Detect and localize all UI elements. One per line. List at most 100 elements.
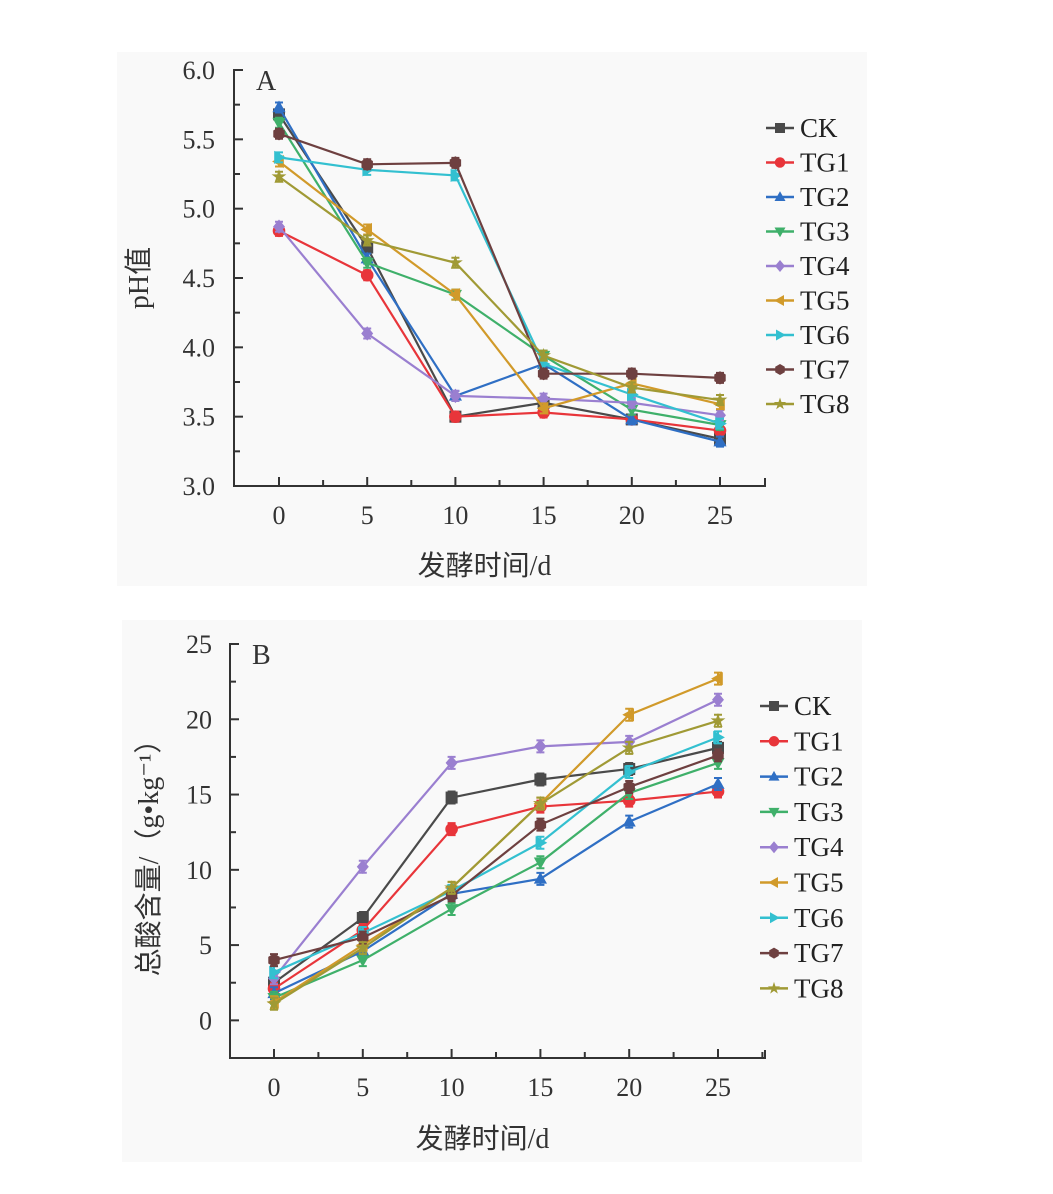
chart-b-legend-label: TG3 <box>794 797 844 827</box>
chart-b-legend-item-tg1: TG1 <box>760 726 844 756</box>
chart-b-xtick-label: 10 <box>439 1073 465 1102</box>
chart-a-ytick-label: 4.5 <box>183 264 216 293</box>
chart-b-point-tg8 <box>266 996 282 1011</box>
chart-b-point-tg2 <box>533 871 547 884</box>
chart-a-legend-marker <box>774 227 786 238</box>
chart-a-xlabel: 发酵时间/d <box>418 550 552 582</box>
chart-a-legend-marker <box>774 295 784 306</box>
chart-b-point-ck <box>534 773 547 786</box>
chart-a-xtick-label: 5 <box>361 501 374 530</box>
chart-b-point-tg7 <box>357 930 369 945</box>
chart-b-point-tg8 <box>355 940 371 955</box>
chart-b-series-ck <box>268 740 724 990</box>
chart-a-legend-marker <box>775 123 785 133</box>
chart-a-ytick-label: 5.0 <box>183 195 216 224</box>
chart-b-xtick-label: 20 <box>616 1073 642 1102</box>
chart-a-series-tg3 <box>272 116 727 432</box>
chart-b-point-tg3 <box>533 857 547 870</box>
chart-a-point-tg5 <box>536 401 549 415</box>
chart-a-point-tg8 <box>359 232 375 247</box>
chart-a-legend-marker <box>775 260 785 272</box>
chart-b-legend-label: TG1 <box>794 726 844 756</box>
chart-a-legend-label: TG4 <box>800 251 850 281</box>
chart-b-point-tg1 <box>445 822 458 836</box>
chart-b-legend-marker <box>768 736 780 747</box>
chart-a-point-tg8 <box>536 347 552 362</box>
chart-a-ytick-label: 6.0 <box>183 56 216 85</box>
chart-b-line-tg3 <box>273 761 719 999</box>
chart-b-legend-item-tg5: TG5 <box>760 868 844 898</box>
chart-a-xtick-label: 25 <box>707 501 733 530</box>
chart-a-point-tg6 <box>274 150 286 164</box>
chart-a-xtick-label: 10 <box>442 501 468 530</box>
chart-b-point-tg2 <box>711 777 725 789</box>
chart-a-panel-letter: A <box>256 66 277 97</box>
chart-a-legend-label: TG7 <box>800 355 850 385</box>
chart-b-legend-label: TG7 <box>794 938 844 968</box>
chart-a-series-tg1 <box>272 224 727 437</box>
chart-b-line-ck <box>273 746 719 984</box>
chart-a-series-ck <box>273 108 726 445</box>
chart-a-point-tg8 <box>447 254 463 270</box>
chart-b-point-tg8 <box>621 740 637 755</box>
chart-b-series-tg6 <box>269 730 725 980</box>
chart-b-point-tg1 <box>622 794 636 807</box>
chart-b-ylabel: 总酸含量/（g•kg⁻¹） <box>133 726 165 977</box>
chart-b-legend-label: TG8 <box>794 973 844 1003</box>
chart-b-legend-item-tg2: TG2 <box>760 762 844 792</box>
chart-b-point-tg6 <box>713 730 725 744</box>
chart-b-line-tg6 <box>273 736 719 974</box>
chart-b-point-tg4 <box>356 859 369 875</box>
chart-b-legend-item-tg8: TG8 <box>760 973 844 1003</box>
chart-a-line-tg8 <box>278 175 721 402</box>
chart-a-point-tg1 <box>449 410 462 423</box>
chart-b-point-tg6 <box>624 765 637 779</box>
chart-a-legend-item-tg6: TG6 <box>766 320 850 350</box>
chart-a-line-tg6 <box>278 156 721 425</box>
chart-b-point-tg7 <box>623 780 635 794</box>
chart-a-point-tg6 <box>450 168 463 182</box>
chart-a-point-tg2 <box>713 434 727 447</box>
chart-a-legend-marker <box>773 397 787 410</box>
chart-a-series-tg2 <box>272 100 727 448</box>
chart-b-legend-label: TG2 <box>794 762 844 792</box>
chart-a-legend-item-tg5: TG5 <box>766 286 850 316</box>
chart-b-series-tg4 <box>268 692 724 986</box>
panel-b-background <box>122 620 862 1162</box>
chart-b-ytick-label: 25 <box>186 630 212 659</box>
chart-a-series-tg6 <box>274 150 727 431</box>
chart-a-line-tg7 <box>278 132 721 379</box>
chart-b-xtick-label: 25 <box>705 1073 731 1102</box>
chart-a-series-tg8 <box>271 168 728 407</box>
chart-b-legend-marker <box>767 981 781 994</box>
chart-b-point-tg5 <box>622 708 634 722</box>
chart-a-line-tg2 <box>278 106 721 443</box>
chart-b-point-tg4 <box>445 755 458 771</box>
chart-a-point-tg7 <box>273 127 285 141</box>
chart-a-point-tg4 <box>273 219 285 234</box>
chart-b-point-tg8 <box>532 795 548 810</box>
chart-a-point-tg5 <box>360 222 372 237</box>
chart-a-point-tg1 <box>360 268 374 282</box>
chart-a-point-tg8 <box>712 392 728 407</box>
chart-a-legend-label: TG8 <box>800 389 850 419</box>
chart-a-point-tg2 <box>625 412 639 425</box>
chart-b-legend-label: TG5 <box>794 868 844 898</box>
chart-b-line-tg8 <box>273 719 719 1005</box>
chart-b-legend-label: TG6 <box>794 903 844 933</box>
chart-a-point-tg8 <box>271 168 287 184</box>
chart-b-legend-item-ck: CK <box>760 691 832 721</box>
chart-a-point-tg8 <box>624 379 640 394</box>
chart-a-point-tg7 <box>626 367 638 381</box>
chart-b-ytick-label: 10 <box>186 856 212 885</box>
chart-b-point-tg8 <box>710 712 726 728</box>
chart-b-point-tg7 <box>712 748 724 763</box>
chart-a-legend-label: CK <box>800 113 838 143</box>
chart-a-line-tg3 <box>278 122 721 427</box>
chart-b-legend-label: TG4 <box>794 832 844 862</box>
chart-b-legend-item-tg6: TG6 <box>760 903 844 933</box>
chart-b: 0 5 10 15 20 25 0 5 10 15 20 25 B 发酵时间/d 总酸含量/（g•kg⁻¹）… <box>133 630 844 1155</box>
chart-b-point-tg4 <box>712 692 724 707</box>
chart-b-point-ck <box>356 911 369 924</box>
chart-a-legend-item-ck: CK <box>766 113 838 143</box>
